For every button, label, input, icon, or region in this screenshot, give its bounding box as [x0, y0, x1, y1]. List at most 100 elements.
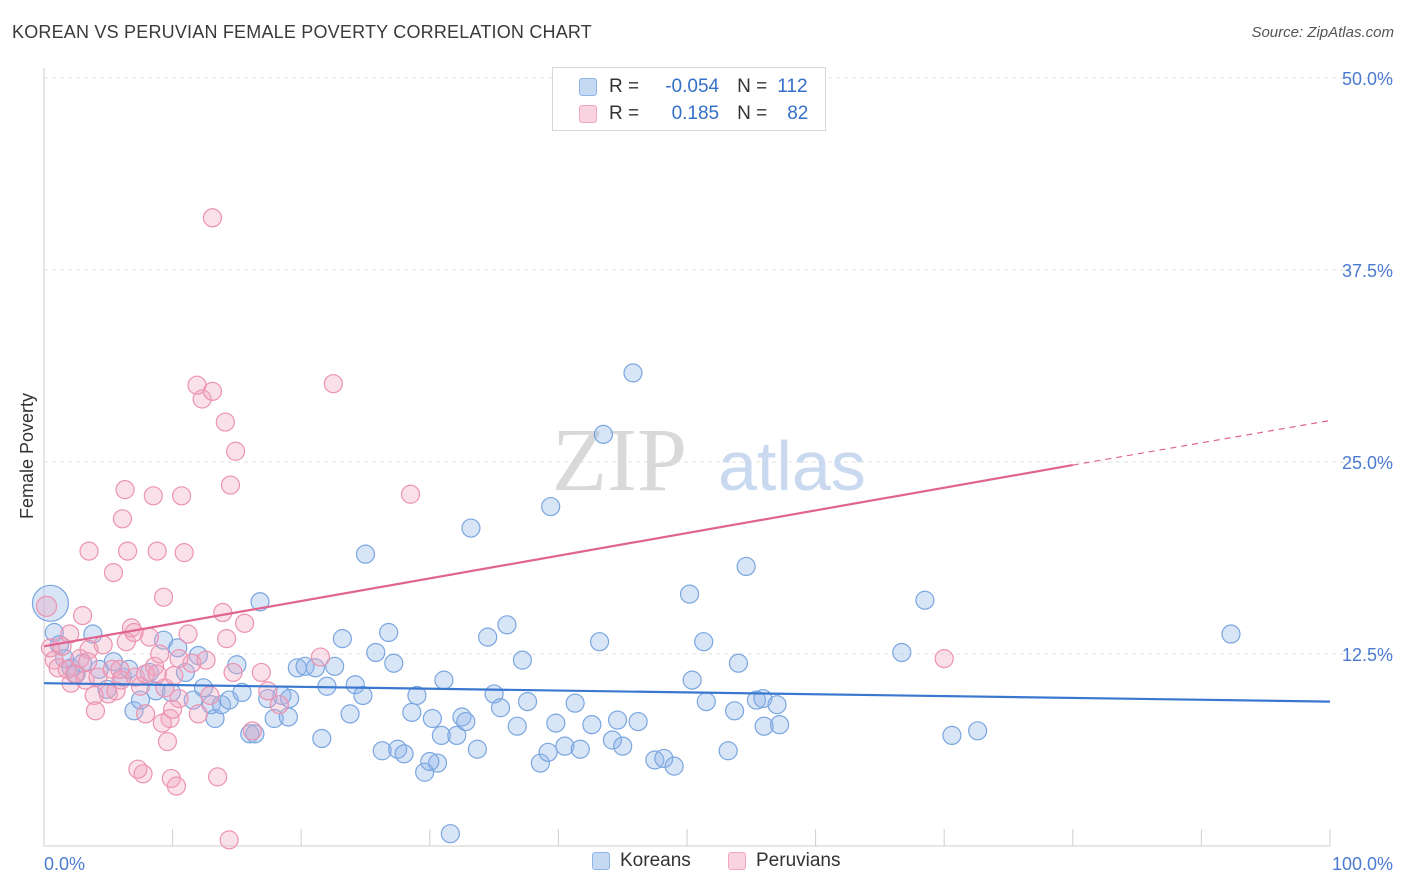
- y-tick-label: 25.0%: [1342, 453, 1393, 473]
- peruvian-point: [223, 662, 243, 683]
- korean-point: [427, 753, 448, 773]
- korean-point: [355, 544, 376, 564]
- korean-point: [589, 632, 610, 652]
- peruvian-point: [150, 644, 170, 664]
- korean-point: [942, 725, 962, 746]
- koreans-label: Koreans: [620, 850, 691, 871]
- korean-point: [353, 685, 373, 706]
- peruvian-point: [103, 562, 124, 583]
- chart-title: KOREAN VS PERUVIAN FEMALE POVERTY CORREL…: [12, 22, 592, 42]
- korean-point: [968, 721, 988, 741]
- korean-point: [240, 724, 260, 744]
- peruvian-point: [172, 486, 192, 506]
- korean-point: [103, 652, 124, 672]
- peruvian-point: [178, 624, 198, 644]
- korean-point: [407, 685, 427, 706]
- peruvian-point: [117, 541, 138, 561]
- peruvian-point: [242, 721, 262, 741]
- series-peruvians: [35, 208, 954, 850]
- korean-point: [546, 713, 566, 733]
- korean-point: [305, 658, 325, 678]
- peruvian-point: [166, 776, 187, 796]
- peruvian-point: [60, 624, 80, 644]
- korean-point: [461, 518, 481, 538]
- korean-point: [694, 632, 714, 652]
- korean-point: [478, 627, 498, 647]
- peruvian-point: [135, 704, 156, 724]
- peruvian-point: [147, 541, 167, 561]
- korean-point: [402, 702, 422, 722]
- legend-n-value: 112: [777, 76, 808, 97]
- korean-point: [332, 629, 352, 649]
- peruvian-point: [213, 602, 233, 623]
- korean-point: [456, 711, 476, 732]
- legend-r-value: -0.054: [665, 76, 720, 97]
- peruvian-point: [220, 475, 241, 495]
- peruvian-point: [112, 509, 133, 529]
- trend-lines: [43, 419, 1331, 703]
- korean-point: [325, 656, 345, 676]
- peruvian-point: [196, 650, 216, 670]
- peruvian-point: [200, 685, 220, 706]
- korean-point: [915, 590, 935, 610]
- peruvian-point: [84, 685, 104, 706]
- legend-r-label: R =: [609, 103, 640, 124]
- korean-point: [420, 751, 440, 772]
- peruvian-point: [323, 374, 343, 394]
- korean-point: [467, 739, 487, 759]
- peruvian-point: [143, 486, 163, 506]
- peruvian-point: [79, 639, 99, 659]
- legend-row-peruvians: R = 0.185 N = 82: [553, 101, 808, 127]
- korean-point: [682, 670, 702, 690]
- korean-point: [434, 670, 454, 690]
- peruvian-point: [208, 767, 228, 787]
- korean-point: [530, 753, 550, 773]
- peruvian-point: [144, 656, 165, 676]
- peruvian-point: [115, 480, 135, 500]
- korean-point: [628, 711, 648, 732]
- korean-point: [379, 622, 399, 643]
- legend-n-label: N =: [737, 103, 768, 124]
- korean-point: [538, 742, 558, 762]
- korean-point: [767, 695, 787, 715]
- korean-point: [769, 715, 790, 735]
- peruvian-point: [217, 629, 237, 649]
- korean-point: [431, 725, 451, 746]
- korean-point: [754, 716, 774, 736]
- korean-point: [295, 656, 315, 676]
- korean-point: [679, 584, 700, 604]
- watermark-atlas: atlas: [718, 427, 866, 505]
- x-tick-label: 100.0%: [1332, 854, 1393, 874]
- peruvians-label: Peruvians: [756, 850, 841, 871]
- legend-n-value: 82: [787, 103, 809, 124]
- x-tick-label: 0.0%: [44, 854, 85, 874]
- source-label: Source: ZipAtlas.com: [1251, 24, 1394, 41]
- y-tick-label: 12.5%: [1342, 645, 1393, 665]
- y-tick-label: 37.5%: [1342, 261, 1393, 281]
- korean-point: [232, 682, 252, 703]
- y-tick-label: 50.0%: [1342, 69, 1393, 89]
- korean-point: [312, 728, 332, 749]
- korean-point: [623, 363, 643, 383]
- series-koreans: [31, 363, 1241, 844]
- korean-point: [602, 730, 623, 750]
- korean-point: [366, 642, 386, 663]
- korean-point: [555, 736, 575, 756]
- grid-lines: [44, 77, 1395, 655]
- korean-point: [570, 739, 590, 759]
- legend-swatch-peruvians: [579, 105, 597, 123]
- correlation-legend: R = -0.054 N = 112 R = 0.185 N = 82: [552, 67, 826, 131]
- peruvian-point: [219, 830, 239, 850]
- korean-point: [245, 724, 265, 744]
- korean-point: [490, 698, 511, 718]
- korean-point: [613, 736, 633, 756]
- peruvian-point: [35, 595, 58, 617]
- peruvian-point: [235, 613, 255, 633]
- peruvian-point: [269, 695, 289, 715]
- korean-point: [447, 725, 467, 746]
- peruvian-point: [153, 587, 174, 607]
- peruvian-point: [130, 676, 151, 696]
- korean-point: [718, 741, 738, 761]
- peruvian-point: [93, 635, 113, 655]
- legend-item-koreans: Koreans: [592, 850, 691, 872]
